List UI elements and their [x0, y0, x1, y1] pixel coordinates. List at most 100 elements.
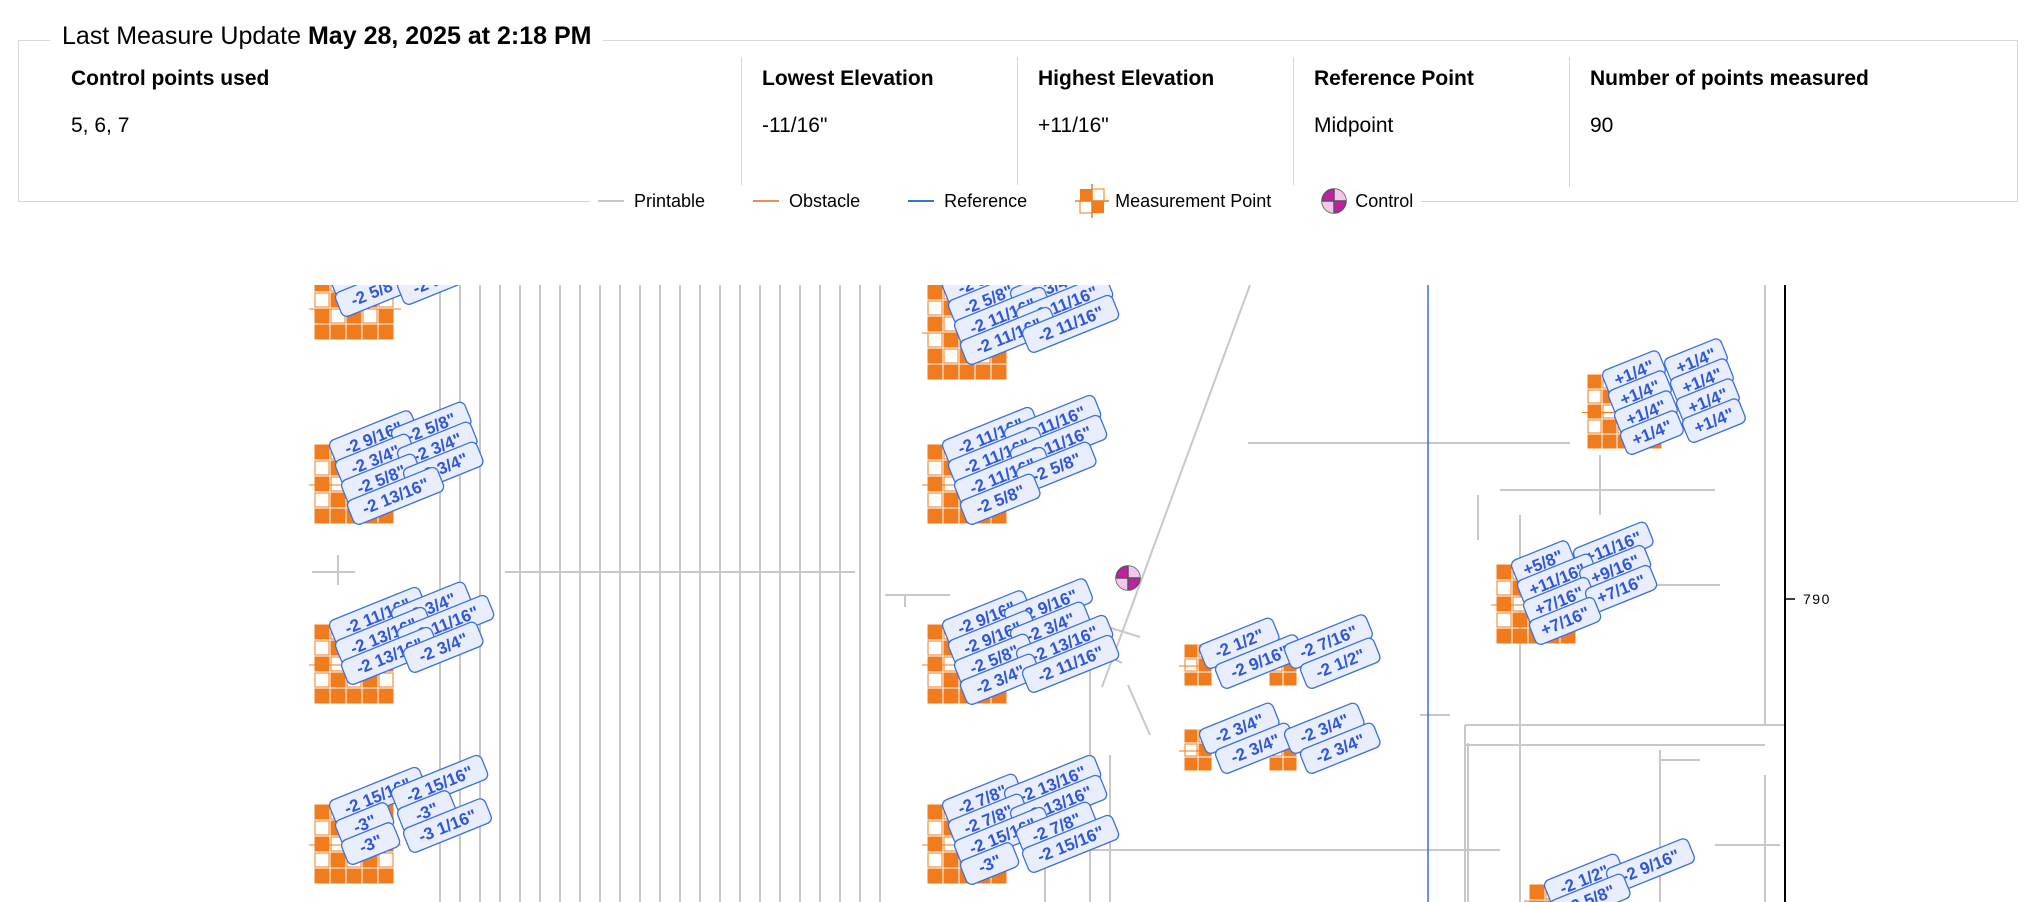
measurement-point[interactable] [378, 688, 394, 704]
measurement-point[interactable] [991, 364, 1007, 380]
measurement-point[interactable] [1587, 389, 1602, 404]
measurement-point[interactable] [330, 324, 346, 340]
measurement-point[interactable] [1269, 672, 1283, 686]
measurement-point[interactable] [927, 332, 943, 348]
measurement-point[interactable] [1512, 612, 1528, 628]
measurement-cluster[interactable]: -2 15/16"-2 15/16"-3" -3"-3" -3 1/16" [309, 754, 493, 884]
elevation-label[interactable]: -2 5/8" [959, 472, 1042, 526]
measurement-point[interactable] [314, 444, 330, 460]
measurement-point[interactable] [959, 364, 975, 380]
measurement-cluster[interactable]: -2 5/8"-2 5/8"-2 5/8"-2 11/16" [309, 285, 495, 340]
measurement-point[interactable] [314, 852, 330, 868]
measurement-point[interactable] [362, 868, 378, 884]
measurement-point[interactable] [1529, 884, 1545, 900]
elevation-label[interactable]: -3" [340, 821, 402, 866]
measurement-point[interactable] [378, 308, 394, 324]
measurement-point[interactable] [927, 348, 943, 364]
measurement-point[interactable] [330, 492, 346, 508]
measurement-point[interactable] [314, 292, 330, 308]
measurement-point[interactable] [1496, 596, 1512, 612]
elevation-label[interactable]: -2 3/4" [1198, 701, 1281, 755]
measurement-point[interactable] [943, 508, 959, 524]
measurement-point[interactable] [1602, 419, 1617, 434]
measurement-point[interactable] [927, 508, 943, 524]
elevation-label[interactable]: -2 3/4" [1283, 701, 1366, 755]
measurement-point[interactable] [314, 324, 330, 340]
measurement-cluster[interactable]: -2 9/16"-2 9/16"-2 9/16"-2 3/4"-2 5/8" -2… [922, 577, 1120, 706]
measurement-point[interactable] [943, 348, 959, 364]
measurement-point[interactable] [362, 308, 378, 324]
measurement-point[interactable] [927, 640, 943, 656]
measurement-point[interactable] [1587, 419, 1602, 434]
measurement-point[interactable] [330, 868, 346, 884]
measurement-point[interactable] [927, 460, 943, 476]
measurement-point[interactable] [1602, 434, 1617, 449]
elevation-label[interactable]: -3 1/16" [402, 797, 493, 854]
measurement-point[interactable] [943, 672, 959, 688]
measurement-cluster[interactable]: -2 7/8" -2 13/16"-2 7/8" -2 13/16"-2 15/16… [922, 754, 1120, 886]
measurement-point[interactable] [1184, 729, 1198, 743]
measurement-point[interactable] [314, 804, 330, 820]
measurement-point[interactable] [314, 624, 330, 640]
measurement-point[interactable] [927, 624, 943, 640]
measurement-point[interactable] [927, 868, 943, 884]
measurement-point[interactable] [362, 324, 378, 340]
measurement-point[interactable] [927, 656, 943, 672]
measurement-point[interactable] [927, 836, 943, 852]
measurement-point[interactable] [927, 804, 943, 820]
measurement-point[interactable] [927, 852, 943, 868]
elevation-label[interactable]: -3" [959, 841, 1021, 886]
measurement-point[interactable] [943, 492, 959, 508]
measurement-point[interactable] [1496, 564, 1512, 580]
measurement-point[interactable] [1283, 672, 1297, 686]
measurement-point[interactable] [1587, 374, 1602, 389]
measurement-point[interactable] [1496, 612, 1512, 628]
measurement-point[interactable] [1496, 580, 1512, 596]
elevation-label[interactable]: -2 15/16" [1021, 814, 1121, 874]
measurement-point[interactable] [975, 364, 991, 380]
measurement-point[interactable] [927, 476, 943, 492]
measurement-point[interactable] [1184, 743, 1198, 757]
measurement-point[interactable] [362, 688, 378, 704]
measurement-clusters[interactable]: -2 5/8"-2 5/8"-2 5/8"-2 11/16" -2 9/16"-2… [309, 285, 1747, 902]
measurement-point[interactable] [314, 688, 330, 704]
measurement-point[interactable] [1587, 404, 1602, 419]
measurement-point[interactable] [927, 492, 943, 508]
measurement-point[interactable] [378, 324, 394, 340]
measurement-point[interactable] [330, 688, 346, 704]
measurement-cluster[interactable]: -2 11/16"-2 11/16"-2 11/16"-2 11/16"-2 1… [922, 394, 1108, 526]
measurement-point[interactable] [1496, 628, 1512, 644]
measurement-point[interactable] [1184, 658, 1198, 672]
measurement-point[interactable] [1184, 644, 1198, 658]
measurement-point[interactable] [927, 364, 943, 380]
measurement-point[interactable] [943, 332, 959, 348]
measurement-point[interactable] [378, 672, 394, 688]
floor-plan-drawing[interactable]: -2 5/8"-2 5/8"-2 5/8"-2 11/16" -2 9/16"-2… [0, 285, 2037, 902]
measurement-point[interactable] [346, 324, 362, 340]
floor-plan-canvas[interactable]: -2 5/8"-2 5/8"-2 5/8"-2 11/16" -2 9/16"-2… [0, 285, 2037, 902]
measurement-point[interactable] [1269, 757, 1283, 771]
measurement-point[interactable] [927, 444, 943, 460]
measurement-point[interactable] [330, 508, 346, 524]
measurement-point[interactable] [1184, 757, 1198, 771]
measurement-point[interactable] [314, 308, 330, 324]
control-point[interactable] [1115, 565, 1141, 591]
measurement-point[interactable] [378, 852, 394, 868]
measurement-point[interactable] [314, 640, 330, 656]
measurement-point[interactable] [943, 364, 959, 380]
measurement-point[interactable] [314, 820, 330, 836]
measurement-point[interactable] [378, 868, 394, 884]
measurement-point[interactable] [314, 285, 330, 292]
measurement-cluster[interactable]: -2 1/2"-2 9/16" -2 7/16"-2 1/2" [1179, 613, 1382, 690]
measurement-cluster[interactable]: -2 9/16"-2 5/8"-2 3/4" -2 3/4"-2 5/8" -2 3… [309, 400, 485, 526]
measurement-point[interactable] [943, 852, 959, 868]
measurement-point[interactable] [927, 300, 943, 316]
measurement-point[interactable] [314, 476, 330, 492]
measurement-point[interactable] [1283, 757, 1297, 771]
measurement-point[interactable] [1198, 672, 1212, 686]
measurement-point[interactable] [314, 492, 330, 508]
measurement-point[interactable] [943, 868, 959, 884]
measurement-point[interactable] [1198, 757, 1212, 771]
measurement-cluster[interactable]: +1/4" +1/4"+1/4" +1/4"+1/4" +1/4"+1/4" +1/4" [1582, 337, 1747, 456]
measurement-point[interactable] [346, 688, 362, 704]
